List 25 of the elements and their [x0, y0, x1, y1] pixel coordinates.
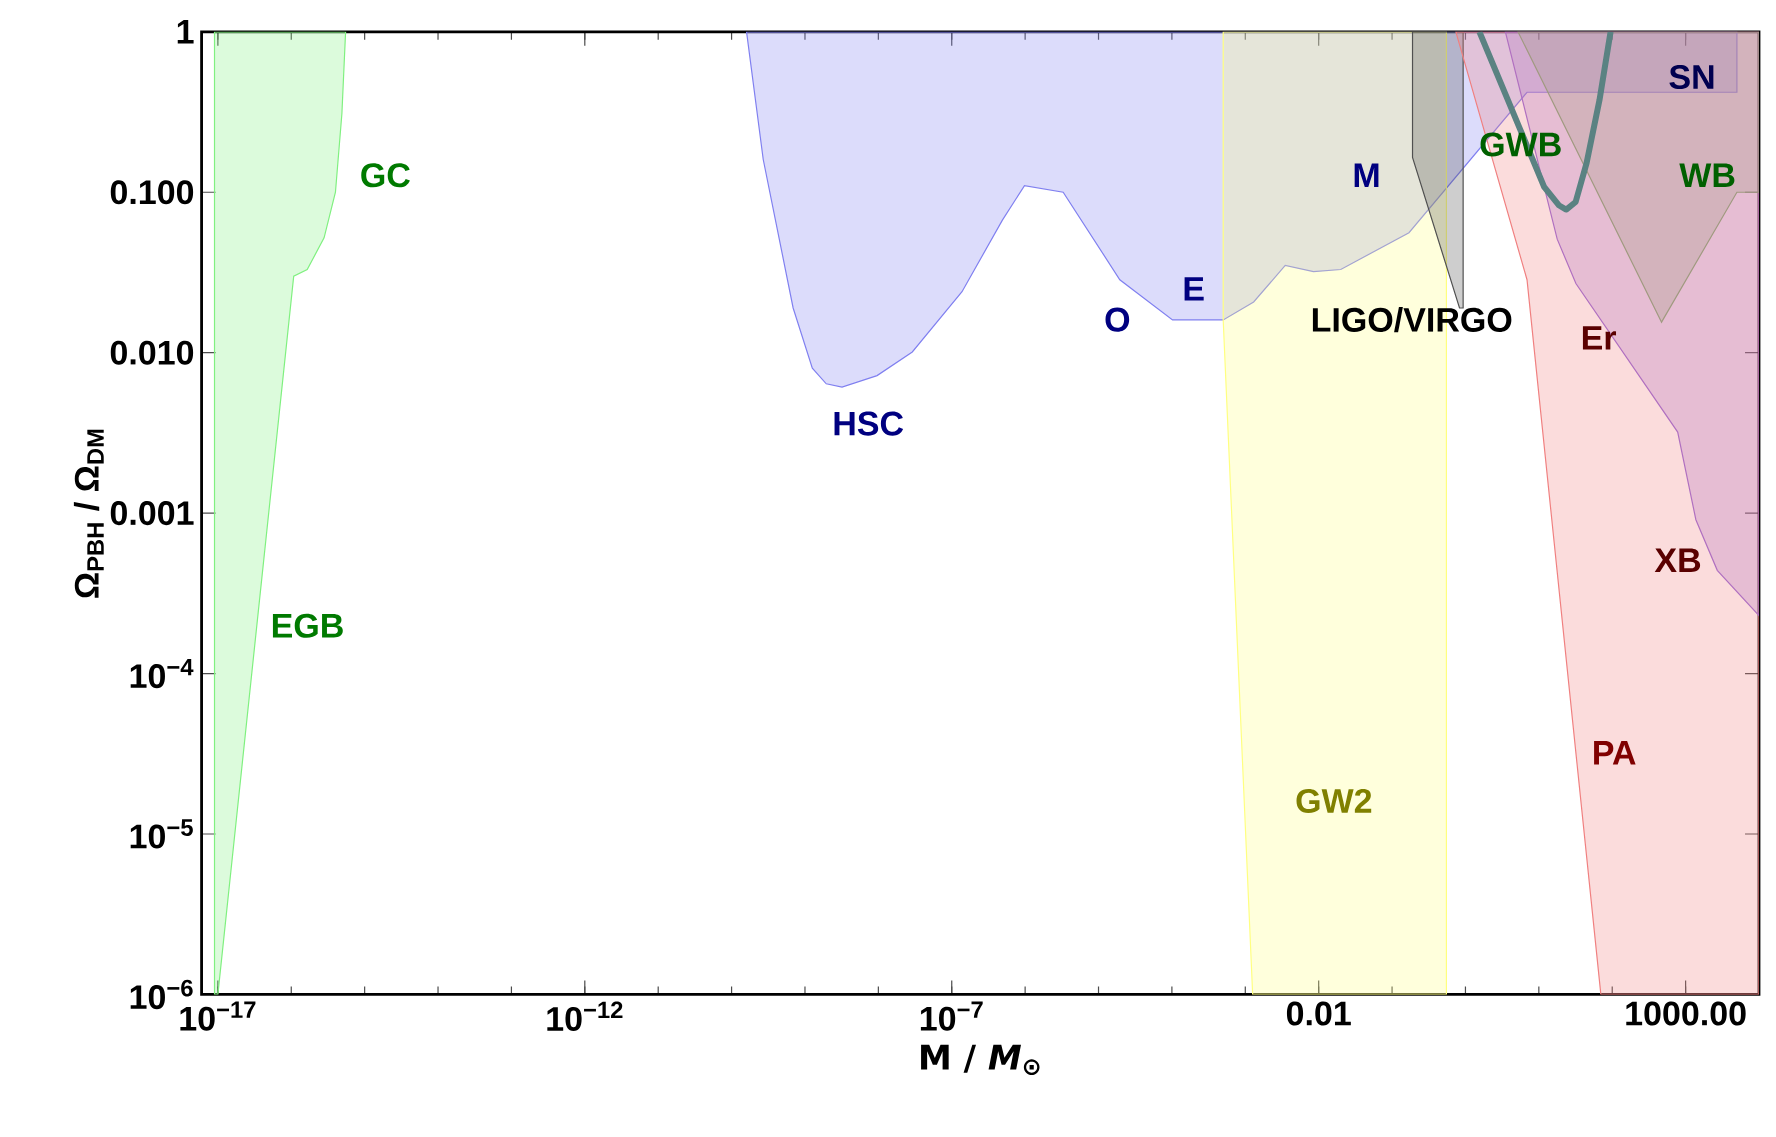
y-axis-title: Ω$_{PBH}$ / Ω$_{DM}$: [73, 429, 104, 598]
y-tick-label: 1: [177, 20, 194, 44]
y-tick-label: 0.010: [110, 340, 194, 365]
x-tick-label: 10$^{−12}$: [547, 1001, 623, 1031]
y-tick-label: 0.001: [110, 501, 194, 526]
x-tick-label: 1000.00: [1626, 1001, 1746, 1026]
y-tick-label: 10$^{−5}$: [130, 819, 193, 849]
annotation: O: [1105, 307, 1130, 332]
y-tick-label: 10$^{−4}$: [130, 658, 194, 689]
annotation: WB: [1679, 163, 1735, 187]
annotation: HSC: [834, 411, 904, 436]
y-tick-label: 0.100: [110, 180, 194, 205]
annotation: GC: [361, 163, 410, 188]
annotation: Er: [1582, 326, 1617, 350]
annotation: GW2: [1296, 788, 1372, 813]
x-axis-title: M / M$_{⊙}$: [921, 1044, 1040, 1076]
x-tick-label: 0.01: [1286, 1001, 1351, 1026]
annotation: SN: [1669, 65, 1714, 90]
annotation: LIGO/VIRGO: [1312, 306, 1512, 333]
annotation: E: [1184, 277, 1204, 301]
x-tick-label: 10$^{−7}$: [920, 1001, 983, 1031]
annotation: M: [1354, 163, 1379, 187]
annotation: XB: [1654, 548, 1701, 572]
annotation: EGB: [272, 613, 343, 638]
annotation: PA: [1594, 741, 1636, 765]
